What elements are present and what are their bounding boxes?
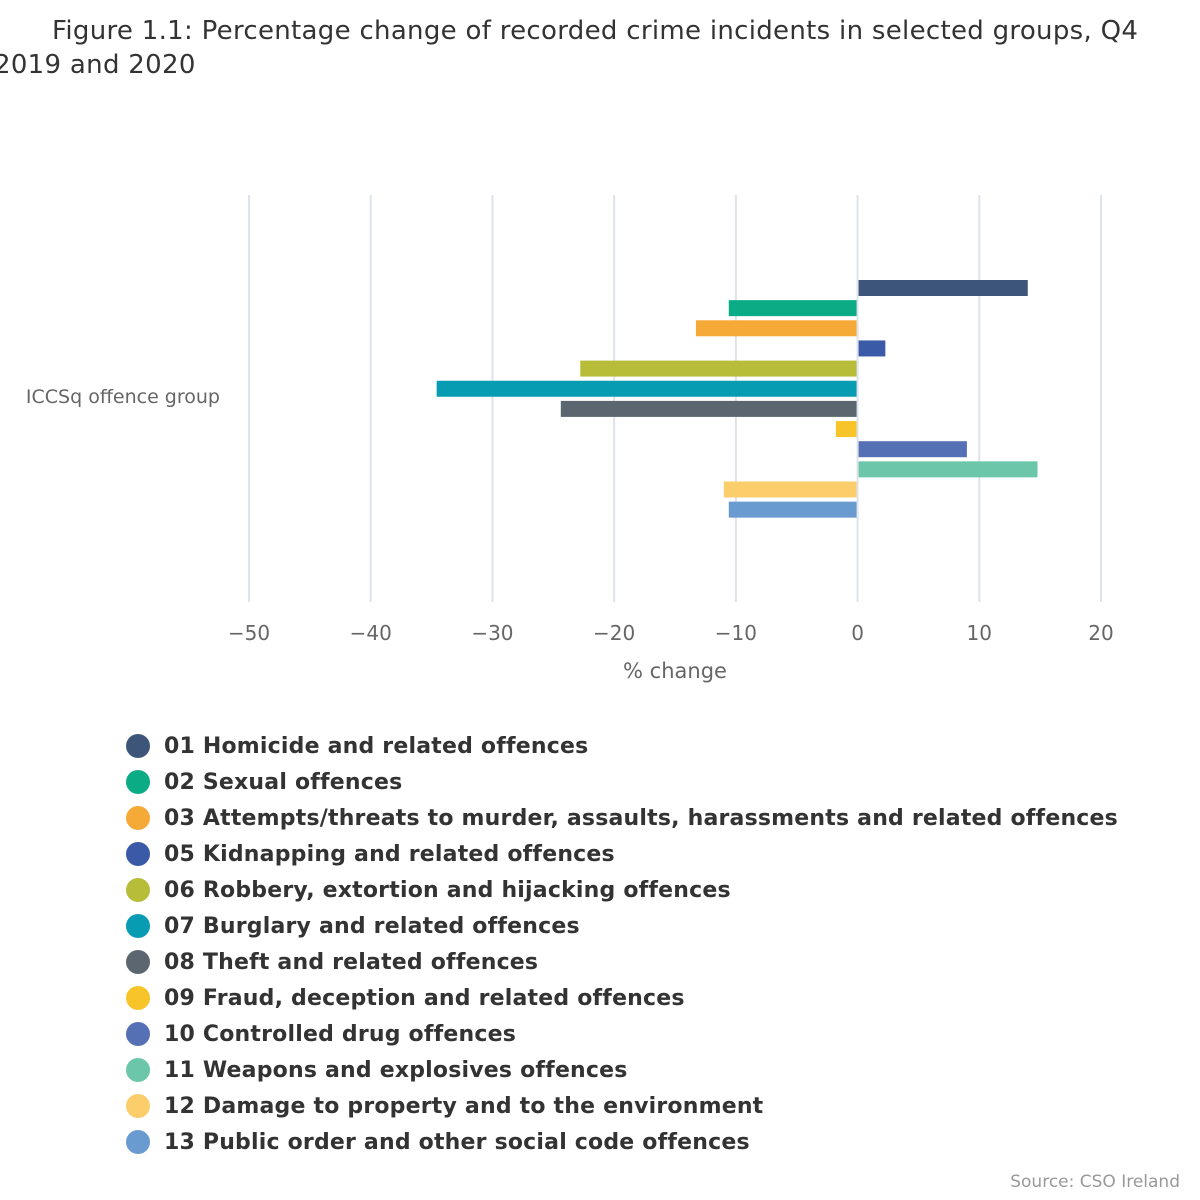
legend-label: 05 Kidnapping and related offences — [164, 841, 615, 867]
legend-marker-icon — [126, 914, 150, 938]
legend-marker-icon — [126, 1130, 150, 1154]
legend-label: 10 Controlled drug offences — [164, 1021, 517, 1047]
x-tick-label: −50 — [228, 621, 270, 645]
bar-10[interactable] — [858, 441, 967, 458]
legend-marker-icon — [126, 1022, 150, 1046]
x-tick-label: −30 — [471, 621, 513, 645]
gridlines — [248, 195, 1102, 602]
category-label: ICCSq offence group — [26, 386, 220, 408]
legend-label: 03 Attempts/threats to murder, assaults,… — [164, 805, 1118, 831]
bar-05[interactable] — [858, 340, 886, 357]
legend-label: 06 Robbery, extortion and hijacking offe… — [164, 877, 731, 903]
bar-chart: −50 −40 −30 −20 −10 0 10 20 ICCSq offence group… — [26, 195, 1114, 683]
legend-item[interactable]: 02 Sexual offences — [126, 764, 1118, 800]
x-tick-label: 20 — [1088, 621, 1113, 645]
legend-marker-icon — [126, 734, 150, 758]
legend-item[interactable]: 10 Controlled drug offences — [126, 1016, 1118, 1052]
legend-item[interactable]: 08 Theft and related offences — [126, 944, 1118, 980]
legend-item[interactable]: 03 Attempts/threats to murder, assaults,… — [126, 800, 1118, 836]
bar-08[interactable] — [560, 400, 857, 417]
legend-item[interactable]: 06 Robbery, extortion and hijacking offe… — [126, 872, 1118, 908]
bar-13[interactable] — [728, 501, 857, 518]
legend-marker-icon — [126, 986, 150, 1010]
legend-item[interactable]: 07 Burglary and related offences — [126, 908, 1118, 944]
legend-label: 01 Homicide and related offences — [164, 733, 589, 759]
bar-11[interactable] — [858, 461, 1038, 478]
bar-07[interactable] — [436, 380, 857, 397]
legend-item[interactable]: 13 Public order and other social code of… — [126, 1124, 1118, 1160]
bar-01[interactable] — [858, 280, 1028, 296]
legend-marker-icon — [126, 770, 150, 794]
chart-title: Figure 1.1: Percentage change of recorde… — [0, 16, 1139, 80]
x-tick-label: 0 — [851, 621, 864, 645]
x-axis-label: % change — [623, 659, 727, 683]
legend-label: 02 Sexual offences — [164, 769, 403, 795]
legend-marker-icon — [126, 950, 150, 974]
legend-item[interactable]: 09 Fraud, deception and related offences — [126, 980, 1118, 1016]
x-tick-label: 10 — [967, 621, 992, 645]
bar-12[interactable] — [723, 481, 857, 498]
x-tick-label: −20 — [593, 621, 635, 645]
legend-marker-icon — [126, 842, 150, 866]
legend-marker-icon — [126, 878, 150, 902]
legend-label: 08 Theft and related offences — [164, 949, 539, 975]
x-tick-label: −40 — [350, 621, 392, 645]
source-credit: Source: CSO Ireland — [1010, 1172, 1180, 1192]
legend-item[interactable]: 01 Homicide and related offences — [126, 728, 1118, 764]
x-axis-ticks: −50 −40 −30 −20 −10 0 10 20 — [228, 621, 1114, 645]
bar-09[interactable] — [835, 421, 857, 438]
legend-marker-icon — [126, 806, 150, 830]
bar-02[interactable] — [728, 300, 857, 317]
bar-03[interactable] — [695, 320, 857, 337]
bar-06[interactable] — [580, 360, 857, 377]
bars — [436, 280, 1038, 518]
legend: 01 Homicide and related offences 02 Sexua… — [126, 728, 1118, 1160]
legend-marker-icon — [126, 1094, 150, 1118]
legend-item[interactable]: 11 Weapons and explosives offences — [126, 1052, 1118, 1088]
x-tick-label: −10 — [715, 621, 757, 645]
legend-label: 13 Public order and other social code of… — [164, 1129, 750, 1155]
legend-label: 11 Weapons and explosives offences — [164, 1057, 628, 1083]
legend-item[interactable]: 05 Kidnapping and related offences — [126, 836, 1118, 872]
legend-label: 09 Fraud, deception and related offences — [164, 985, 685, 1011]
legend-marker-icon — [126, 1058, 150, 1082]
legend-item[interactable]: 12 Damage to property and to the environ… — [126, 1088, 1118, 1124]
legend-label: 07 Burglary and related offences — [164, 913, 580, 939]
legend-label: 12 Damage to property and to the environ… — [164, 1093, 764, 1119]
